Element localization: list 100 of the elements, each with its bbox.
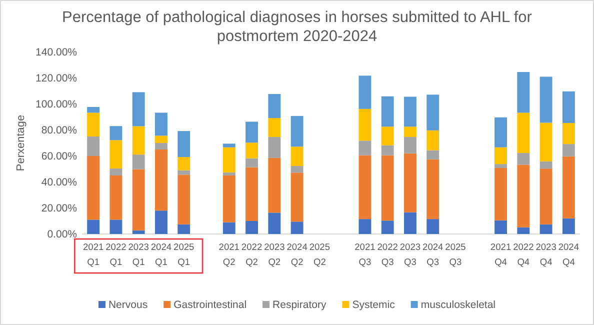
bar xyxy=(155,143,168,150)
legend-label: Gastrointestinal xyxy=(174,299,247,311)
bar xyxy=(268,158,281,213)
bar xyxy=(381,220,394,234)
bar xyxy=(178,131,190,158)
bar xyxy=(358,108,372,141)
chart-title: Percentage of pathological diagnoses in horses submitted to AHL for postmortem 2020-2024 xyxy=(62,9,532,45)
bar xyxy=(517,153,530,165)
bar xyxy=(268,137,281,158)
bar xyxy=(132,169,145,230)
y-tick-label: 120.00% xyxy=(36,72,77,84)
bar xyxy=(268,94,281,118)
x-tick-label: 2024 Q2 xyxy=(286,242,308,267)
bar xyxy=(178,170,190,175)
bar xyxy=(110,126,122,140)
x-tick-label: 2025 Q3 xyxy=(445,242,466,267)
x-tick-label: 2022 Q2 xyxy=(241,242,262,267)
bar xyxy=(178,224,190,234)
bar xyxy=(540,76,552,123)
bar xyxy=(222,172,236,176)
y-tick-label: 60.00% xyxy=(41,150,77,162)
bar xyxy=(268,118,281,138)
bar xyxy=(426,159,440,220)
bar xyxy=(381,96,394,127)
bar xyxy=(562,122,575,144)
x-tick-label: 2024 Q3 xyxy=(422,242,444,267)
bar xyxy=(110,140,122,168)
bar xyxy=(426,130,440,150)
bar xyxy=(87,156,100,220)
x-tick-label: 2022 Q3 xyxy=(377,242,398,267)
bar xyxy=(381,145,394,156)
bar xyxy=(222,144,236,148)
legend-label: Systemic xyxy=(352,299,395,311)
bar xyxy=(358,219,372,234)
legend-label: musculoskeletal xyxy=(420,299,496,311)
x-tick-label: 2021 Q3 xyxy=(354,242,376,267)
bar xyxy=(155,210,168,234)
bar xyxy=(87,106,100,113)
bar xyxy=(358,155,372,220)
bar xyxy=(426,150,440,160)
x-tick-label: 2025 Q1 xyxy=(174,242,194,267)
y-tick-label: 100.00% xyxy=(36,98,77,110)
bar xyxy=(404,126,416,138)
bar xyxy=(517,164,530,228)
bar xyxy=(110,176,122,220)
bar xyxy=(540,161,552,169)
bar xyxy=(540,224,552,234)
bar xyxy=(290,222,304,234)
bar xyxy=(494,220,507,234)
bar xyxy=(404,137,416,154)
bar xyxy=(132,230,145,234)
x-tick-label: 2021 Q1 xyxy=(82,242,104,267)
bar xyxy=(562,156,575,218)
x-tick-label: 2022 Q1 xyxy=(106,242,126,267)
bar xyxy=(404,212,416,234)
bar xyxy=(246,167,258,221)
y-tick-label: 80.00% xyxy=(41,124,77,136)
y-tick-label: 40.00% xyxy=(41,176,77,188)
bar xyxy=(358,76,372,109)
y-axis-title: Perxentage xyxy=(15,114,27,172)
x-tick-label: 2023 Q2 xyxy=(264,242,285,267)
x-tick-label: 2024 Q4 xyxy=(558,242,580,267)
legend-label: Nervous xyxy=(108,299,148,311)
bar xyxy=(404,153,416,212)
bar xyxy=(562,218,575,234)
legend-label: Respiratory xyxy=(272,299,327,311)
bar xyxy=(132,92,145,126)
bar xyxy=(132,126,145,155)
bar xyxy=(494,147,507,164)
bar xyxy=(155,136,168,143)
bar xyxy=(110,220,122,234)
x-tick-label: 2022 Q4 xyxy=(513,242,534,267)
x-tick-label: 2023 Q4 xyxy=(536,242,556,267)
bar xyxy=(155,112,168,136)
bar xyxy=(178,174,190,224)
bar xyxy=(562,91,575,123)
bar xyxy=(290,116,304,147)
bar xyxy=(132,154,145,170)
bar xyxy=(222,222,236,234)
bar xyxy=(222,176,236,222)
bar xyxy=(155,150,168,211)
x-tick-label: 2025 Q2 xyxy=(309,242,330,267)
x-tick-label: 2024 Q1 xyxy=(150,242,172,267)
bar xyxy=(494,168,507,220)
bar xyxy=(517,112,530,154)
bar xyxy=(517,72,530,113)
x-tick-label: 2021 Q4 xyxy=(490,242,512,267)
bar xyxy=(87,112,100,136)
bar xyxy=(426,94,440,130)
bar xyxy=(540,122,552,162)
bar xyxy=(246,221,258,234)
bar xyxy=(381,126,394,146)
bar xyxy=(87,136,100,156)
bar xyxy=(494,164,507,168)
bar xyxy=(404,96,416,127)
bar xyxy=(246,158,258,168)
bar xyxy=(87,220,100,234)
y-tick-label: 140.00% xyxy=(36,46,77,58)
bar xyxy=(290,146,304,166)
bar xyxy=(246,122,258,143)
